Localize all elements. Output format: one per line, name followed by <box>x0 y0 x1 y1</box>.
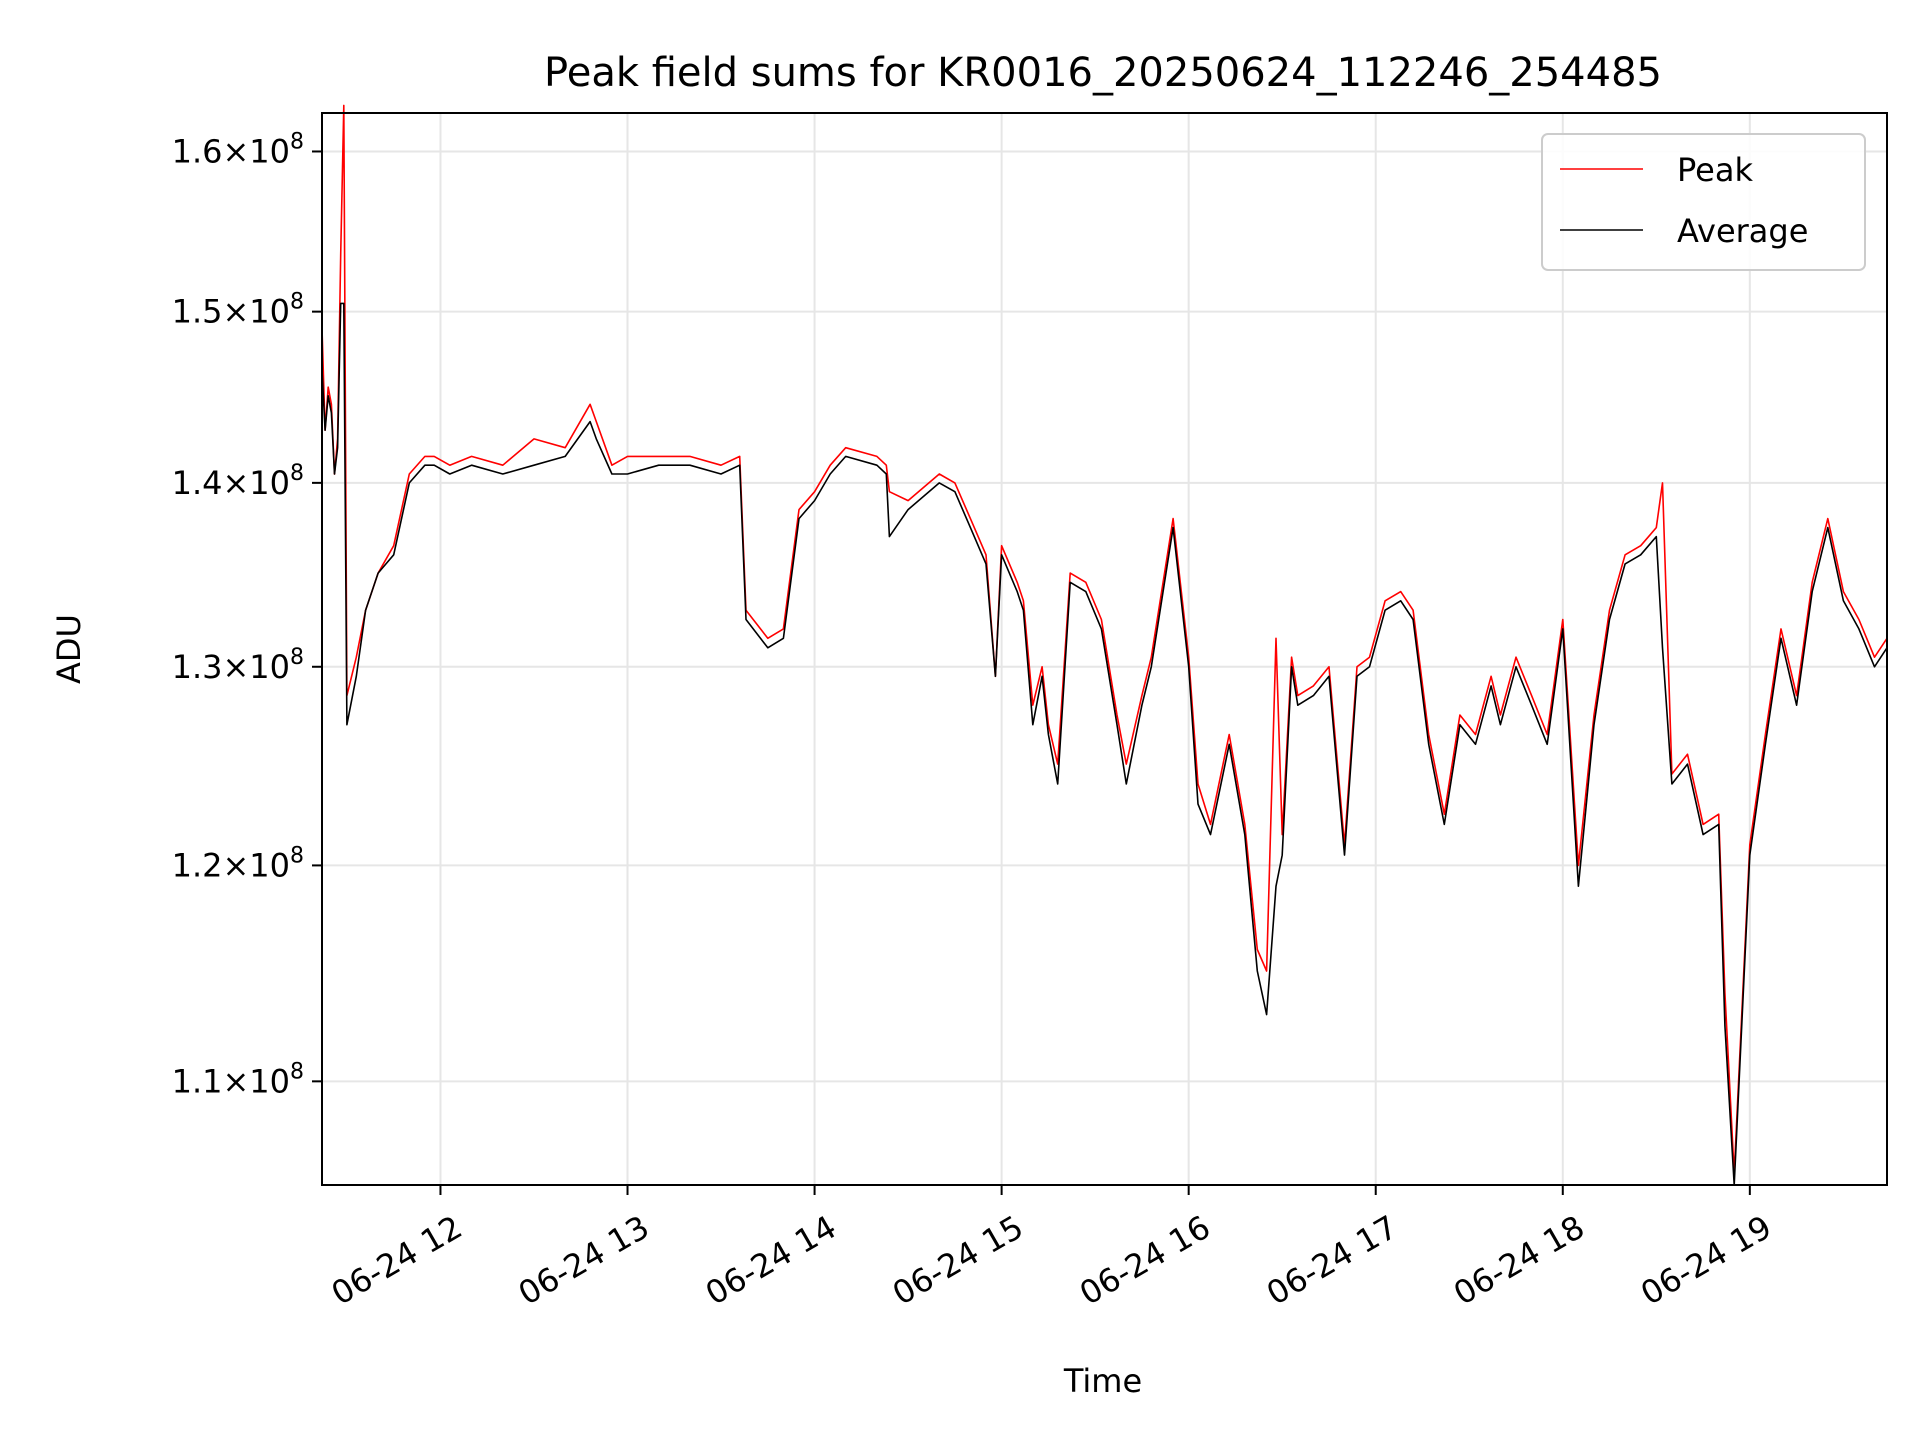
y-tick-mantissa: 1.2×10 <box>172 846 290 884</box>
y-tick-label: 1.5×108 <box>172 290 304 331</box>
y-tick-exponent: 8 <box>290 1059 304 1084</box>
y-tick-exponent: 8 <box>290 645 304 670</box>
y-tick-exponent: 8 <box>290 461 304 486</box>
y-tick-mantissa: 1.6×10 <box>172 132 290 170</box>
y-axis-label: ADU <box>50 614 88 684</box>
legend-frame <box>1541 133 1866 271</box>
y-tick-exponent: 8 <box>290 290 304 315</box>
y-tick-exponent: 8 <box>290 129 304 154</box>
series-line-peak <box>321 104 1888 1175</box>
series-line-average <box>321 302 1888 1186</box>
y-tick-label: 1.6×108 <box>172 129 304 170</box>
y-tick-label: 1.3×108 <box>172 645 304 686</box>
legend-label-peak: Peak <box>1677 151 1753 189</box>
y-tick-mantissa: 1.3×10 <box>172 648 290 686</box>
series-lines <box>321 104 1888 1186</box>
y-tick-mantissa: 1.4×10 <box>172 464 290 502</box>
x-axis-label: Time <box>1063 1362 1142 1400</box>
y-tick-label: 1.1×108 <box>172 1059 304 1100</box>
y-axis-ticks: 1.1×1081.2×1081.3×1081.4×1081.5×1081.6×1… <box>172 129 322 1100</box>
plot-frame <box>321 112 1888 1186</box>
y-tick-label: 1.2×108 <box>172 843 304 884</box>
legend: Peak Average <box>1541 133 1866 271</box>
y-tick-exponent: 8 <box>290 843 304 868</box>
y-tick-mantissa: 1.5×10 <box>172 293 290 331</box>
chart-title: Peak field sums for KR0016_20250624_1122… <box>544 50 1662 96</box>
legend-label-average: Average <box>1677 212 1808 250</box>
y-tick-label: 1.4×108 <box>172 461 304 502</box>
y-tick-mantissa: 1.1×10 <box>172 1062 290 1100</box>
grid <box>322 113 1887 1185</box>
